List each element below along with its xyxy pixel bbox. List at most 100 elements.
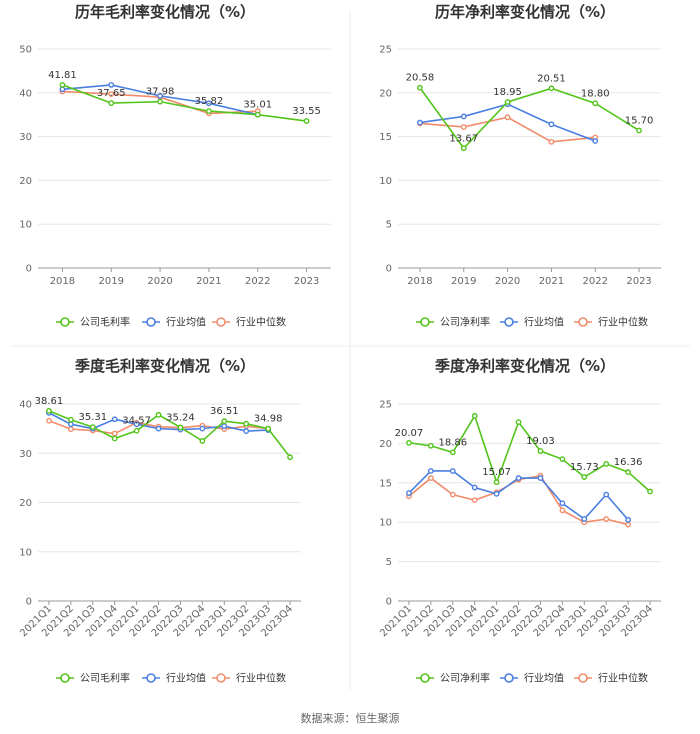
y-tick-label: 0 bbox=[26, 264, 32, 275]
data-point-median bbox=[603, 516, 610, 522]
x-tick-label: 2022 bbox=[245, 276, 270, 287]
x-tick-label: 2018 bbox=[50, 276, 75, 287]
data-label: 18.80 bbox=[581, 88, 610, 99]
legend-swatch-marker bbox=[578, 673, 588, 683]
data-point-avg bbox=[581, 516, 588, 522]
data-label: 38.61 bbox=[35, 396, 64, 407]
series-line-avg bbox=[419, 103, 596, 142]
x-tick-label: 2023 bbox=[626, 276, 651, 287]
data-point-avg bbox=[406, 490, 412, 496]
x-tick-label: 2022 bbox=[583, 276, 608, 287]
data-label: 15.70 bbox=[625, 115, 654, 126]
legend-swatch-marker bbox=[578, 317, 588, 327]
y-tick-label: 15 bbox=[379, 132, 392, 143]
data-point-avg bbox=[243, 428, 250, 434]
legend-label: 行业中位数 bbox=[598, 672, 648, 685]
data-label: 13.67 bbox=[449, 133, 478, 144]
legend-label: 行业均值 bbox=[524, 316, 564, 329]
series-line-company bbox=[62, 84, 307, 122]
x-tick-label: 2018 bbox=[407, 276, 432, 287]
y-tick-label: 40 bbox=[19, 400, 32, 411]
y-tick-label: 10 bbox=[379, 518, 392, 529]
y-tick-label: 0 bbox=[386, 264, 392, 275]
data-label: 35.24 bbox=[166, 412, 195, 423]
data-point-avg bbox=[592, 138, 599, 144]
data-point-company bbox=[287, 454, 293, 461]
legend-swatch-marker bbox=[216, 673, 226, 683]
data-point-company bbox=[157, 98, 163, 105]
y-tick-label: 10 bbox=[19, 547, 32, 558]
y-tick-label: 25 bbox=[379, 45, 392, 56]
x-tick-label: 2021 bbox=[539, 276, 564, 287]
data-point-company bbox=[460, 145, 467, 152]
data-point-company bbox=[243, 420, 250, 427]
legend-swatch-marker bbox=[420, 317, 430, 327]
data-point-company bbox=[537, 448, 544, 454]
data-point-avg bbox=[559, 500, 566, 507]
data-point-company bbox=[303, 118, 310, 124]
data-point-company bbox=[603, 460, 610, 467]
data-point-company bbox=[449, 449, 456, 456]
legend-label: 公司净利率 bbox=[440, 316, 490, 329]
y-tick-label: 10 bbox=[19, 220, 32, 231]
data-point-avg bbox=[221, 423, 228, 430]
data-point-median bbox=[111, 430, 118, 437]
data-point-company bbox=[559, 456, 566, 463]
data-label: 35.01 bbox=[243, 100, 272, 111]
data-point-company bbox=[221, 418, 228, 425]
data-point-avg bbox=[417, 119, 423, 126]
y-tick-label: 15 bbox=[379, 478, 392, 489]
data-point-avg bbox=[133, 421, 140, 428]
legend-swatch-marker bbox=[504, 317, 514, 327]
data-point-company bbox=[592, 100, 599, 107]
y-tick-label: 0 bbox=[386, 597, 392, 608]
legend-label: 行业均值 bbox=[524, 672, 564, 685]
data-point-avg bbox=[155, 425, 162, 432]
data-point-company bbox=[265, 425, 272, 432]
data-label: 41.81 bbox=[48, 70, 77, 81]
legend-label: 行业中位数 bbox=[236, 316, 286, 329]
data-point-avg bbox=[206, 100, 212, 107]
chart-title: 历年净利率变化情况（%） bbox=[435, 3, 615, 21]
legend-label: 行业均值 bbox=[166, 316, 206, 329]
data-point-avg bbox=[493, 490, 500, 497]
chart-title: 历年毛利率变化情况（%） bbox=[75, 3, 255, 21]
data-point-company bbox=[515, 419, 522, 426]
data-point-median bbox=[548, 138, 555, 145]
y-tick-label: 20 bbox=[379, 88, 392, 99]
data-label: 15.73 bbox=[570, 462, 599, 473]
data-point-company bbox=[504, 99, 511, 105]
data-point-avg bbox=[460, 113, 467, 120]
data-point-avg bbox=[548, 121, 555, 128]
x-tick-label: 2019 bbox=[99, 276, 124, 287]
y-tick-label: 20 bbox=[19, 498, 32, 509]
data-point-company bbox=[581, 474, 588, 480]
data-point-company bbox=[548, 85, 555, 92]
data-point-median bbox=[559, 507, 566, 514]
data-label: 36.51 bbox=[210, 406, 239, 417]
data-point-median bbox=[625, 521, 632, 528]
data-point-company bbox=[108, 100, 115, 106]
legend-swatch-marker bbox=[216, 317, 226, 327]
data-point-company bbox=[427, 442, 434, 449]
data-point-median bbox=[504, 114, 511, 121]
data-point-avg bbox=[199, 425, 206, 432]
legend-label: 公司毛利率 bbox=[80, 672, 130, 685]
data-source: 数据来源：恒生聚源 bbox=[301, 711, 400, 725]
legend-label: 公司净利率 bbox=[440, 672, 490, 685]
data-point-median bbox=[460, 124, 467, 130]
data-point-company bbox=[493, 479, 500, 486]
x-tick-label: 2021 bbox=[196, 276, 221, 287]
data-point-median bbox=[108, 91, 115, 98]
chart-title: 季度毛利率变化情况（%） bbox=[75, 357, 255, 375]
data-point-company bbox=[155, 411, 162, 418]
data-point-company bbox=[89, 424, 96, 430]
chart-title: 季度净利率变化情况（%） bbox=[435, 357, 615, 375]
data-point-company bbox=[417, 84, 423, 91]
data-point-avg bbox=[625, 516, 632, 523]
data-label: 15.07 bbox=[482, 467, 511, 478]
x-tick-label: 2020 bbox=[147, 276, 172, 287]
data-point-company bbox=[67, 416, 74, 423]
data-point-median bbox=[449, 491, 456, 498]
